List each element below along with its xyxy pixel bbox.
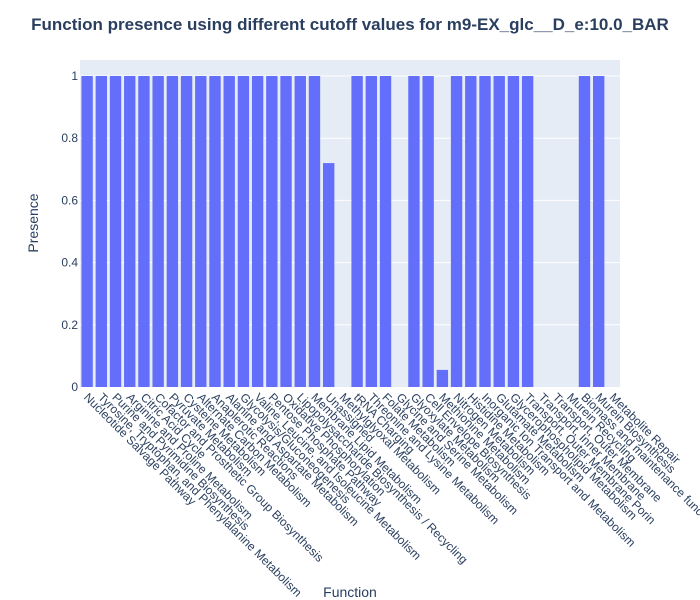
y-tick-label: 1 [71, 69, 78, 83]
bar [507, 76, 520, 387]
bar [251, 76, 264, 387]
bar [521, 76, 534, 387]
y-axis-tick-labels: 0 0.2 0.4 0.6 0.8 1 [61, 69, 78, 394]
y-axis-title: Presence [25, 193, 41, 252]
x-axis-title: Function [323, 584, 377, 600]
bar [308, 76, 321, 387]
bar [209, 76, 221, 387]
y-tick-label: 0.2 [61, 318, 78, 332]
y-tick-label: 0.4 [61, 256, 78, 270]
bar [81, 76, 93, 387]
bar [593, 76, 605, 387]
bar [422, 76, 434, 387]
y-tick-label: 0.8 [61, 131, 78, 145]
bar [138, 76, 150, 387]
y-tick-label: 0.6 [61, 193, 78, 207]
bar [465, 76, 477, 387]
bar [223, 76, 235, 387]
bar [280, 76, 292, 387]
bar [379, 76, 392, 387]
bar [351, 76, 363, 387]
bar [109, 76, 122, 387]
bar [493, 76, 505, 387]
bar [408, 76, 420, 387]
bar [266, 76, 278, 387]
bar [436, 369, 449, 387]
bar [323, 163, 335, 387]
bars [81, 76, 605, 387]
bar [578, 76, 591, 387]
bar [237, 76, 250, 387]
bar [365, 76, 377, 387]
bar [180, 76, 193, 387]
chart-title: Function presence using different cutoff… [31, 15, 669, 34]
bar [195, 76, 207, 387]
bar [166, 76, 179, 387]
bar [152, 76, 164, 387]
y-tick-label: 0 [71, 380, 78, 394]
bar [450, 76, 463, 387]
bar [124, 76, 136, 387]
bar [95, 76, 107, 387]
bar [479, 76, 491, 387]
bar [294, 76, 306, 387]
